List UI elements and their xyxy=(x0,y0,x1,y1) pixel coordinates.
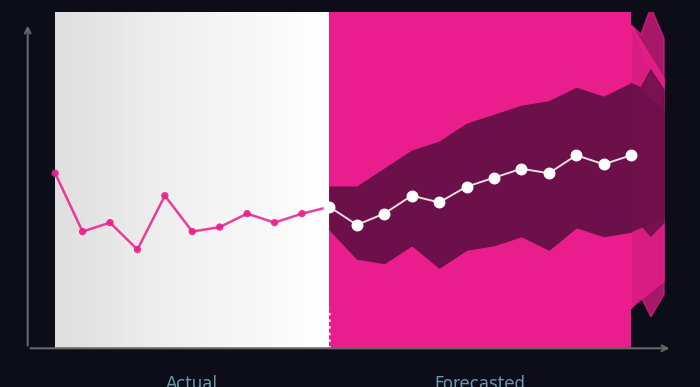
Text: Actual: Actual xyxy=(167,375,218,387)
Point xyxy=(351,222,363,228)
Point xyxy=(379,211,390,217)
Bar xyxy=(330,12,631,348)
Text: Forecasted: Forecasted xyxy=(435,375,526,387)
Point xyxy=(598,161,609,167)
Point xyxy=(324,204,335,210)
Point xyxy=(269,219,280,226)
Point xyxy=(461,183,472,190)
Point xyxy=(626,152,637,158)
Point xyxy=(160,193,171,199)
Point xyxy=(516,166,527,172)
Point xyxy=(489,175,500,181)
Polygon shape xyxy=(631,70,664,236)
Polygon shape xyxy=(631,7,664,317)
Point xyxy=(187,228,198,235)
Point xyxy=(433,199,444,205)
Point xyxy=(104,219,116,226)
Polygon shape xyxy=(631,84,664,231)
Point xyxy=(132,247,143,253)
Point xyxy=(50,170,61,176)
Point xyxy=(543,170,554,176)
Point xyxy=(77,228,88,235)
Point xyxy=(570,152,582,158)
Point xyxy=(296,211,307,217)
Point xyxy=(214,224,225,230)
Point xyxy=(406,193,417,199)
Point xyxy=(324,204,335,210)
Polygon shape xyxy=(631,25,664,308)
Point xyxy=(241,211,253,217)
Polygon shape xyxy=(631,25,664,101)
